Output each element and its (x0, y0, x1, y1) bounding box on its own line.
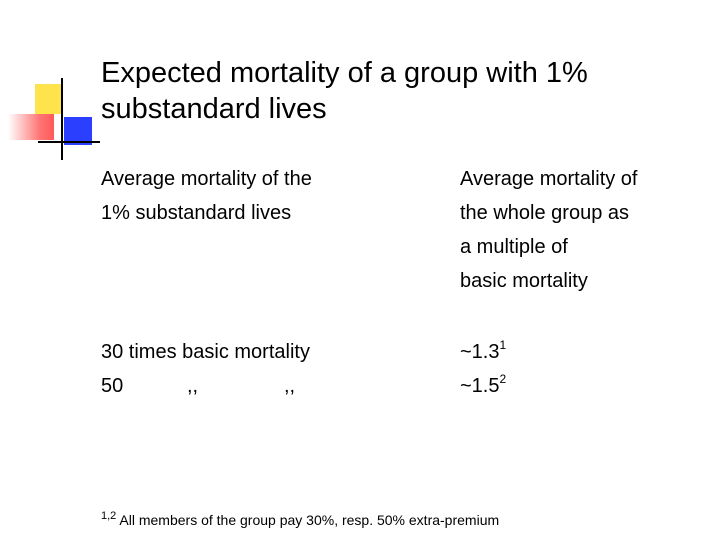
column-right-header: Average mortality of the whole group as … (460, 162, 710, 298)
ditto-mark: ,, (187, 375, 199, 397)
column-right-header-line: basic mortality (460, 270, 588, 292)
row-1-right-value: ~1.3 (460, 341, 500, 363)
decorative-accent-graphic (8, 78, 100, 160)
column-right-header-line: the whole group as (460, 202, 630, 224)
footnote-text: All members of the group pay 30%, resp. … (116, 512, 500, 528)
column-right-header-line: Average mortality of (460, 168, 638, 190)
column-right-header-line: a multiple of (460, 236, 568, 258)
footnote: 1,2 All members of the group pay 30%, re… (101, 510, 499, 530)
yellow-square (35, 84, 61, 114)
row-2-footnote-marker: 2 (499, 372, 507, 386)
slide-title: Expected mortality of a group with 1% su… (101, 57, 588, 125)
red-bar (8, 114, 54, 140)
row-2-left: 50 ,, ,, (101, 369, 341, 403)
row-1-left: 30 times basic mortality (101, 335, 310, 369)
row-2-right: ~1.52 (460, 369, 506, 403)
blue-square (64, 117, 92, 145)
ditto-mark: ,, (284, 375, 296, 397)
column-left-header: Average mortality of the 1% substandard … (101, 162, 391, 230)
row-1-right: ~1.31 (460, 335, 506, 369)
column-left-header-line: Average mortality of the (101, 168, 312, 190)
row-1-left-text: 30 times basic mortality (101, 341, 310, 363)
footnote-marker: 1,2 (101, 510, 117, 522)
row-2-right-value: ~1.5 (460, 375, 500, 397)
row-1-footnote-marker: 1 (499, 338, 507, 352)
row-2-left-text: 50 (101, 375, 124, 397)
column-left-header-line: 1% substandard lives (101, 202, 292, 224)
